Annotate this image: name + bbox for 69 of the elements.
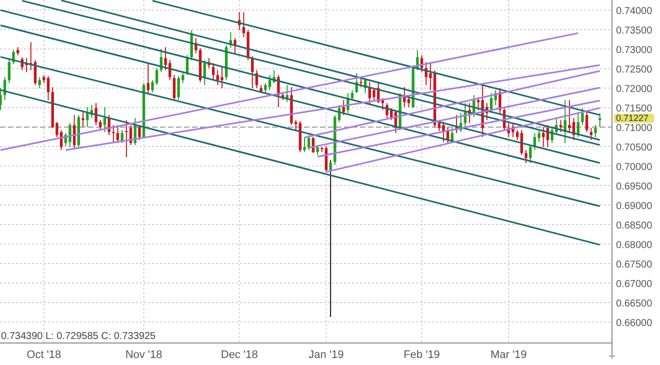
y-tick-label: 0.70000: [616, 162, 653, 174]
x-tick-label: Oct '18: [26, 349, 62, 361]
candlestick: [342, 100, 345, 116]
x-tick-label: Dec '18: [220, 349, 258, 361]
x-tick-label: Nov '18: [125, 349, 162, 361]
y-tick-label: 0.67000: [616, 278, 653, 290]
candlestick: [372, 88, 376, 101]
y-tick-label: 0.66500: [616, 298, 653, 310]
candlestick: [516, 130, 519, 141]
candlestick: [590, 128, 592, 141]
candlestick: [99, 120, 102, 131]
candlestick: [538, 130, 540, 143]
candlestick: [594, 124, 597, 138]
y-tick-label: 0.74000: [616, 6, 653, 18]
y-tick-label: 0.69500: [616, 182, 653, 193]
candlestick: [116, 124, 120, 144]
candlestick: [203, 60, 206, 86]
candlestick: [542, 126, 545, 148]
x-tick-label: Mar '19: [490, 349, 527, 361]
y-tick-label: 0.69000: [616, 201, 653, 212]
candlestick: [559, 120, 562, 133]
candlestick: [212, 62, 215, 81]
y-tick-label: 0.68500: [616, 220, 653, 232]
candlestick: [46, 76, 50, 101]
candlestick: [155, 68, 158, 86]
y-tick-label: 0.72000: [616, 84, 653, 96]
candlestick: [172, 74, 176, 101]
candlestick: [403, 86, 406, 108]
candlestick: [529, 144, 532, 164]
candlestick: [568, 100, 571, 134]
candlestick: [112, 124, 115, 143]
y-tick-label: 0.71500: [616, 104, 653, 115]
y-tick-label: 0.73000: [616, 45, 653, 56]
y-tick-label: 0.70500: [616, 142, 653, 154]
candlestick: [264, 82, 267, 94]
candlestick: [8, 58, 11, 84]
candlestick: [442, 122, 445, 143]
candlestick: [350, 90, 354, 101]
candlestick: [524, 150, 528, 164]
y-tick-label: 0.71000: [616, 123, 653, 134]
y-tick-label: 0.66000: [616, 318, 653, 329]
annotation: 0.734390 L: 0.729585 C: 0.733925: [1, 331, 156, 342]
candlestick: [125, 120, 128, 158]
candlestick: [38, 76, 41, 89]
x-tick-label: Jan '19: [308, 349, 344, 361]
text: 0.71227: [616, 113, 649, 124]
candlestick: [94, 102, 98, 126]
candlestick: [564, 100, 566, 144]
y-tick-label: 0.72500: [616, 64, 653, 76]
candlestick: [316, 144, 319, 156]
candlestick: [190, 30, 193, 61]
candlestick: [581, 108, 584, 126]
y-tick-label: 0.68000: [616, 240, 653, 251]
candlestick: [220, 66, 224, 89]
candlestick: [585, 110, 588, 133]
candlestick: [177, 76, 180, 101]
candlestick: [103, 106, 106, 133]
candlestick: [82, 112, 84, 128]
y-tick-label: 0.73500: [616, 26, 653, 37]
x-tick-label: Feb '19: [404, 349, 440, 361]
y-tick-label: 0.67500: [616, 259, 653, 270]
candlestick: [234, 38, 236, 54]
candlestick: [146, 62, 150, 94]
candlestick: [598, 112, 602, 128]
candlestick: [268, 74, 272, 91]
candlestick: [138, 124, 141, 141]
candlestick: [303, 136, 306, 153]
candlestick: [329, 160, 332, 318]
candlestick: [0, 88, 2, 111]
